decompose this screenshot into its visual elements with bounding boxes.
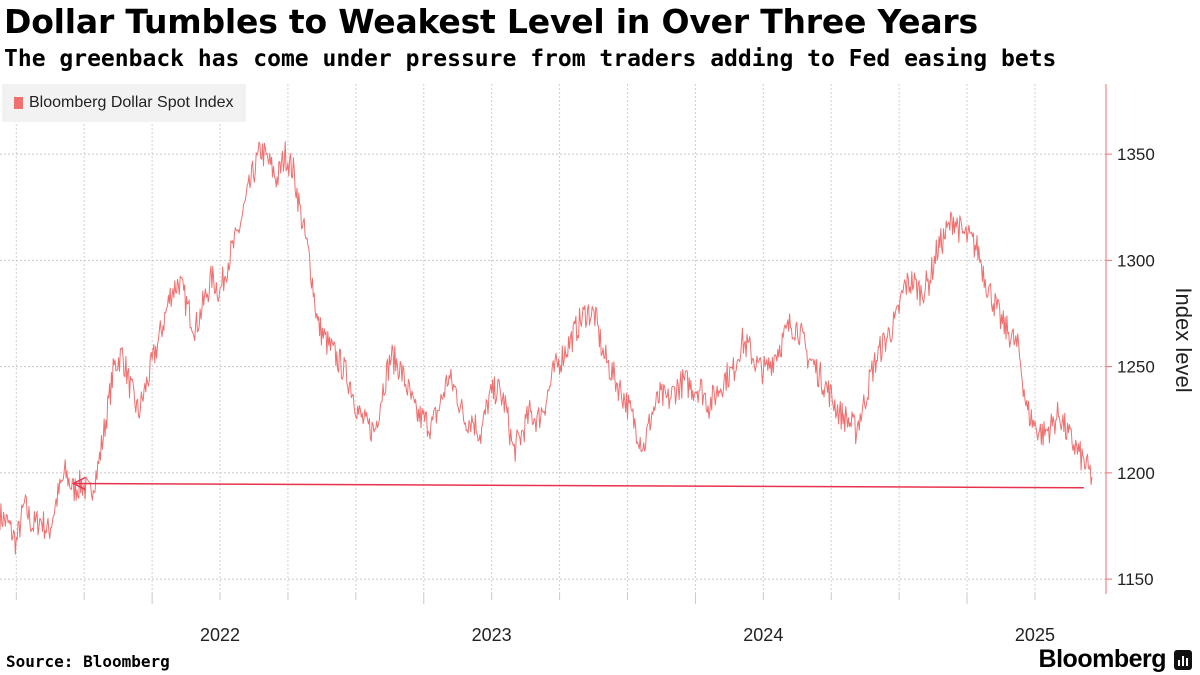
annotation-arrow-line xyxy=(75,482,1084,489)
x-tick-label: 2025 xyxy=(1015,625,1055,645)
series-layer xyxy=(0,141,1093,555)
series-line-dollar-index xyxy=(0,141,1093,555)
x-tick-label: 2022 xyxy=(200,625,240,645)
y-tick-label: 1200 xyxy=(1117,464,1155,483)
x-tick-label: 2024 xyxy=(743,625,783,645)
grid xyxy=(0,84,1106,594)
annotation-arrow-head xyxy=(71,476,86,491)
x-tick-label: 2023 xyxy=(472,625,512,645)
annotation-layer xyxy=(71,476,1084,491)
y-axis-label: Index level xyxy=(1171,287,1196,392)
legend-label: Bloomberg Dollar Spot Index xyxy=(29,94,234,111)
bloomberg-chart-icon xyxy=(1174,650,1192,670)
chart-title: Dollar Tumbles to Weakest Level in Over … xyxy=(4,2,978,41)
source-note: Source: Bloomberg xyxy=(6,652,170,671)
y-tick-label: 1300 xyxy=(1117,251,1155,270)
y-tick-label: 1250 xyxy=(1117,358,1155,377)
brand-logo: Bloomberg xyxy=(1038,645,1167,673)
y-tick-label: 1150 xyxy=(1117,570,1154,589)
axes: 1150 1200 1250 1300 1350 2022 2023 2024 2025 Inde… xyxy=(15,84,1196,645)
legend-swatch xyxy=(14,97,23,109)
y-tick-label: 1350 xyxy=(1117,145,1155,164)
chart-subtitle: The greenback has come under pressure fr… xyxy=(4,46,1057,72)
legend: Bloomberg Dollar Spot Index xyxy=(2,84,246,122)
